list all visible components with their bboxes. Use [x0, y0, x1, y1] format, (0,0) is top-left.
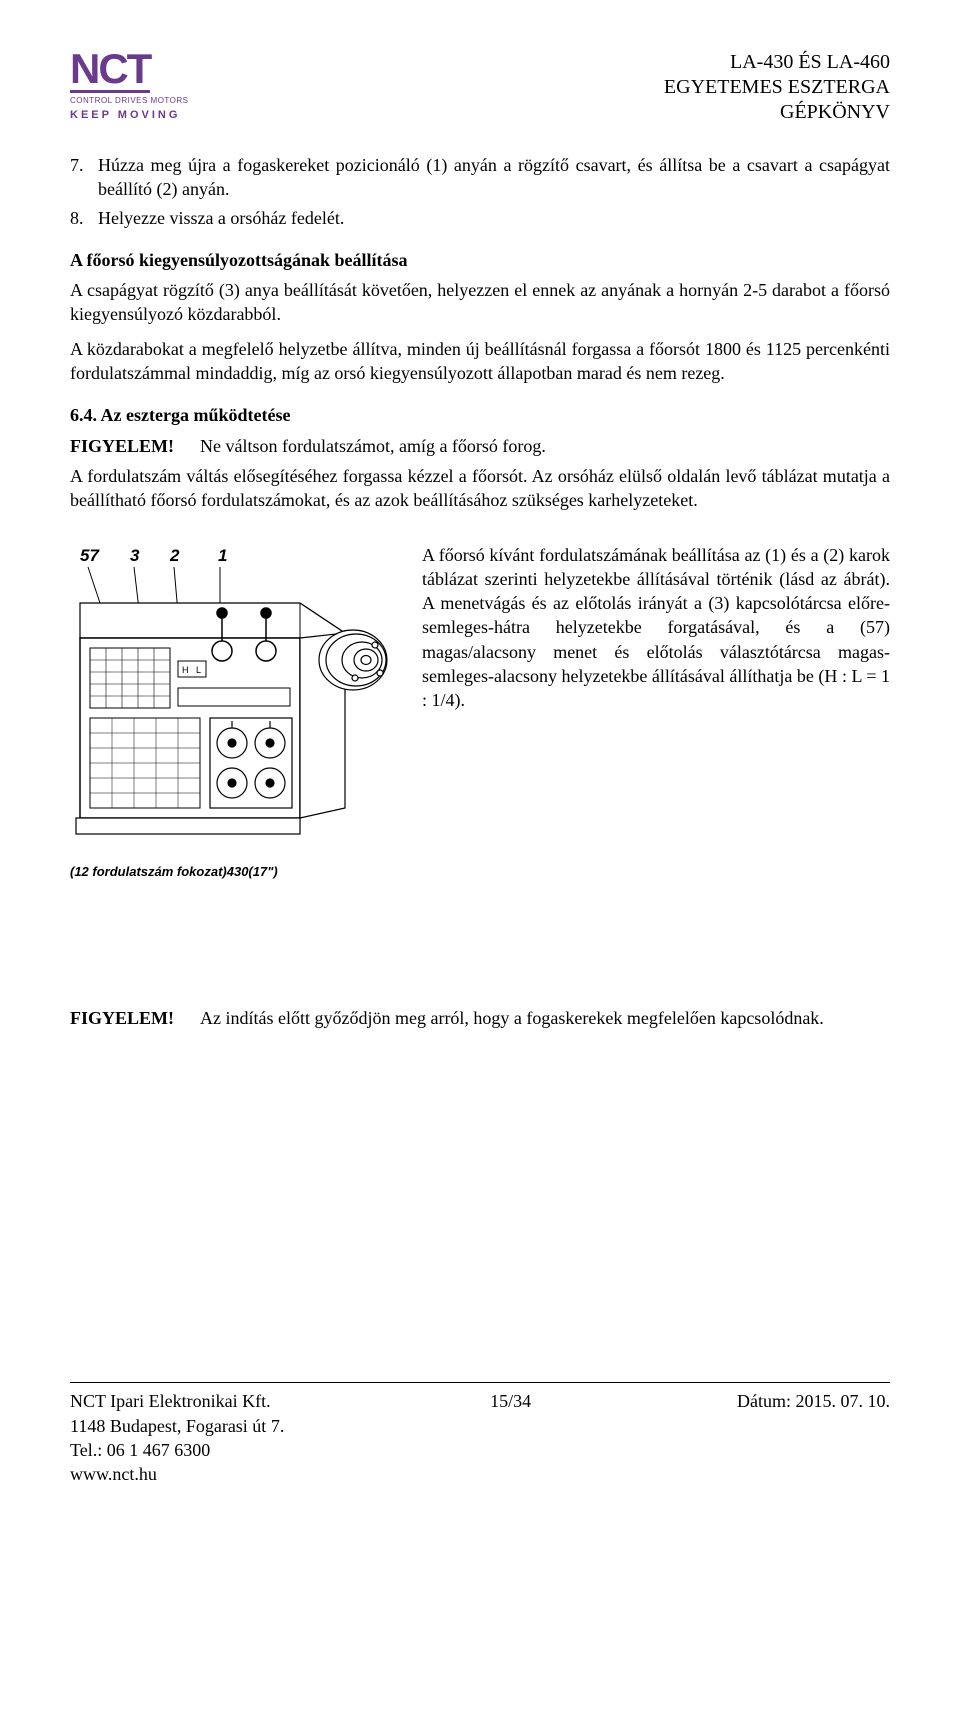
spacer [70, 1030, 890, 1370]
callout-3: 3 [130, 546, 140, 565]
attention-text: Ne váltson fordulatszámot, amíg a főorsó… [200, 434, 890, 458]
list-item-8: 8. Helyezze vissza a orsóház fedelét. [70, 206, 890, 230]
list-text: Húzza meg újra a fogaskereket pozicionál… [98, 153, 890, 202]
figure-row: 57 3 2 1 [70, 543, 890, 881]
logo-text: NCT [70, 50, 150, 93]
logo-block: NCT CONTROL DRIVES MOTORS KEEP MOVING [70, 50, 189, 122]
title-line-3: GÉPKÖNYV [664, 100, 890, 125]
footer-left: NCT Ipari Elektronikai Kft. 1148 Budapes… [70, 1389, 284, 1486]
footer-web: www.nct.hu [70, 1462, 284, 1486]
list-text: Helyezze vissza a orsóház fedelét. [98, 206, 890, 230]
attention-text: Az indítás előtt győződjön meg arról, ho… [200, 1006, 890, 1030]
paragraph: A fordulatszám váltás elősegítéséhez for… [70, 464, 890, 513]
callout-2: 2 [169, 546, 180, 565]
footer-address: 1148 Budapest, Fogarasi út 7. [70, 1414, 284, 1438]
list-number: 7. [70, 153, 98, 202]
svg-text:L: L [196, 665, 201, 675]
logo-subtitle-1: CONTROL DRIVES MOTORS [70, 96, 189, 107]
attention-block: FIGYELEM! Ne váltson fordulatszámot, amí… [70, 434, 890, 458]
attention-label: FIGYELEM! [70, 1006, 200, 1030]
footer-tel: Tel.: 06 1 467 6300 [70, 1438, 284, 1462]
paragraph: A közdarabokat a megfelelő helyzetbe áll… [70, 337, 890, 386]
numbered-list: 7. Húzza meg újra a fogaskereket pozicio… [70, 153, 890, 230]
spacer [70, 880, 890, 1000]
list-number: 8. [70, 206, 98, 230]
title-line-1: LA-430 ÉS LA-460 [664, 50, 890, 75]
lathe-headstock-diagram: 57 3 2 1 [70, 543, 400, 853]
page-header: NCT CONTROL DRIVES MOTORS KEEP MOVING LA… [70, 50, 890, 125]
svg-text:H: H [182, 665, 189, 675]
paragraph: A csapágyat rögzítő (3) anya beállítását… [70, 278, 890, 327]
page-footer: NCT Ipari Elektronikai Kft. 1148 Budapes… [70, 1389, 890, 1486]
footer-page-number: 15/34 [490, 1389, 531, 1486]
callout-57: 57 [80, 546, 100, 565]
document-title: LA-430 ÉS LA-460 EGYETEMES ESZTERGA GÉPK… [664, 50, 890, 125]
heading-spindle-balance: A főorsó kiegyensúlyozottságának beállít… [70, 248, 890, 272]
callout-1: 1 [218, 546, 227, 565]
footer-date: Dátum: 2015. 07. 10. [737, 1389, 890, 1486]
figure-column: 57 3 2 1 [70, 543, 400, 881]
attention-label: FIGYELEM! [70, 434, 200, 458]
figure-description: A főorsó kívánt fordulatszámának beállít… [422, 543, 890, 713]
heading-6-4: 6.4. Az eszterga működtetése [70, 403, 890, 427]
footer-company: NCT Ipari Elektronikai Kft. [70, 1389, 284, 1413]
footer-rule [70, 1382, 890, 1383]
attention-block: FIGYELEM! Az indítás előtt győződjön meg… [70, 1006, 890, 1030]
list-item-7: 7. Húzza meg újra a fogaskereket pozicio… [70, 153, 890, 202]
figure-caption: (12 fordulatszám fokozat)430(17") [70, 863, 400, 881]
logo-subtitle-2: KEEP MOVING [70, 108, 180, 123]
title-line-2: EGYETEMES ESZTERGA [664, 75, 890, 100]
